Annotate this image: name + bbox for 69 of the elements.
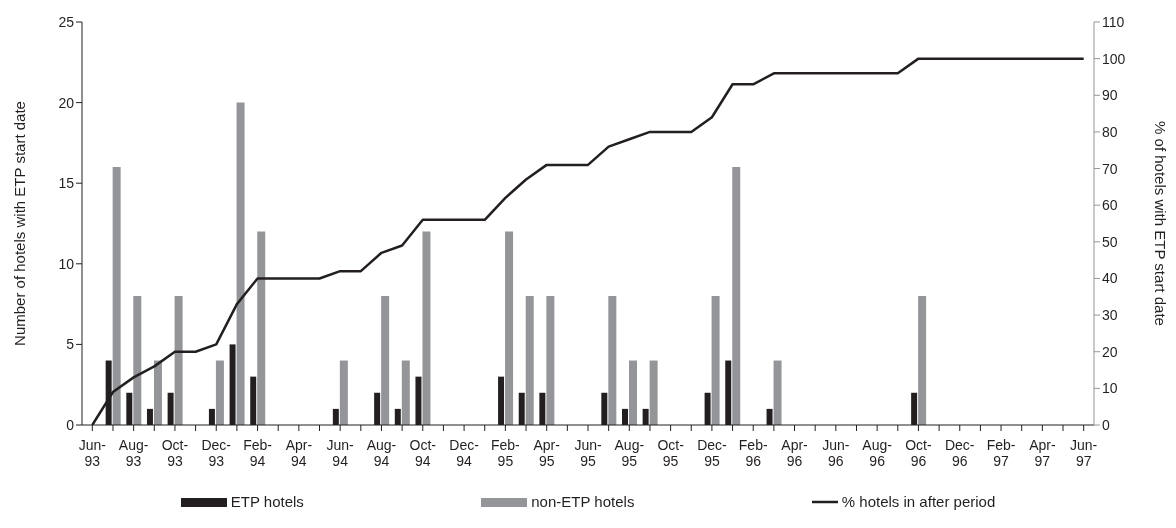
bar (339, 360, 348, 425)
x-tick-label: Dec-94 (449, 436, 480, 470)
bar (525, 296, 534, 425)
x-tick-label: Aug-95 (614, 436, 645, 470)
y2-tick-label: 30 (1102, 307, 1118, 324)
x-tick-label: Jun-94 (326, 436, 355, 470)
bar (732, 167, 741, 425)
y2-tick-label: 0 (1102, 416, 1110, 433)
x-tick-label: Oct-95 (657, 436, 685, 470)
legend-label: ETP hotels (230, 493, 304, 510)
y-tick-label: 25 (58, 13, 75, 30)
y2-tick-label: 60 (1102, 197, 1118, 214)
y2-tick-label: 70 (1102, 160, 1118, 177)
bar (608, 296, 617, 425)
x-tick-label: Jun-97 (1070, 436, 1098, 470)
bar (711, 296, 720, 425)
x-tick-label: Oct-93 (161, 436, 189, 470)
x-tick-label: Jun-93 (78, 436, 107, 470)
bar (546, 296, 555, 425)
bar (236, 102, 245, 425)
x-tick-label: Oct-96 (905, 436, 932, 470)
y-tick-label: 0 (66, 416, 75, 433)
bar (215, 360, 224, 425)
x-tick-label: Feb-97 (986, 436, 1016, 470)
x-tick-label: Aug-96 (862, 436, 893, 470)
bar (918, 296, 927, 425)
legend-label: % hotels in after period (841, 493, 996, 510)
x-tick-label: Aug-94 (366, 436, 397, 470)
y-tick-label: 20 (58, 94, 75, 111)
y2-tick-label: 40 (1102, 270, 1118, 287)
x-tick-label: Apr-97 (1029, 436, 1056, 470)
bar (133, 296, 142, 425)
x-tick-label: Apr-94 (285, 436, 313, 470)
y2-tick-label: 10 (1102, 380, 1118, 397)
y2-tick-label: 50 (1102, 233, 1118, 250)
x-tick-label: Apr-96 (781, 436, 809, 470)
x-tick-label: Feb-96 (738, 436, 768, 470)
y-tick-label: 5 (66, 336, 75, 353)
y2-tick-label: 20 (1102, 343, 1118, 360)
y2-tick-label: 80 (1102, 123, 1118, 140)
x-tick-label: Dec-95 (697, 436, 728, 470)
bar (257, 231, 266, 425)
bar (505, 231, 514, 425)
y-axis-title: Number of hotels with ETP start date (11, 101, 29, 346)
bar (773, 360, 782, 425)
y2-axis-title: % of hotels with ETP start date (1151, 121, 1169, 326)
x-tick-label: Feb-95 (490, 436, 521, 470)
x-tick-label: Oct-94 (409, 436, 437, 470)
x-tick-label: Aug-93 (118, 436, 149, 470)
bar (153, 360, 162, 425)
x-tick-label: Dec-93 (201, 436, 232, 470)
y-tick-label: 10 (58, 255, 75, 272)
bar (174, 296, 183, 425)
bar (649, 360, 658, 425)
bar (628, 360, 637, 425)
legend-label: non-ETP hotels (531, 493, 635, 510)
x-tick-label: Jun-95 (574, 436, 602, 470)
x-tick-label: Feb-94 (243, 436, 273, 470)
bar (401, 360, 410, 425)
x-tick-label: Jun-96 (822, 436, 850, 470)
y2-tick-label: 90 (1102, 87, 1118, 104)
x-tick-label: Dec-96 (944, 436, 975, 470)
x-tick-label: Apr-95 (533, 436, 561, 470)
y2-tick-label: 110 (1102, 13, 1125, 30)
y2-tick-label: 100 (1102, 50, 1126, 67)
bar (112, 167, 121, 425)
y-tick-label: 15 (58, 175, 75, 192)
bar (422, 231, 431, 425)
bar (381, 296, 390, 425)
